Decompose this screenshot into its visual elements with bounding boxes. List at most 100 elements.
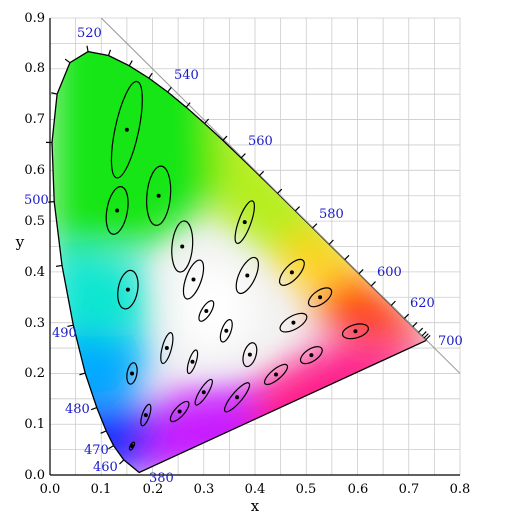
macadam-ellipse <box>182 259 205 300</box>
y-tick-label: 0.2 <box>24 366 45 381</box>
macadam-ellipse <box>242 342 258 368</box>
x-tick-label: 0.7 <box>399 482 420 497</box>
wavelength-label: 540 <box>174 68 199 83</box>
wavelength-tick <box>312 223 318 229</box>
y-tick-label: 0.5 <box>24 214 45 229</box>
ellipse-center-point <box>247 352 252 357</box>
ellipse-center-point <box>291 320 296 325</box>
ellipse-center-point <box>130 371 134 376</box>
ellipse-center-point <box>125 287 130 292</box>
y-tick-label: 0.6 <box>24 163 45 178</box>
wavelength-tick <box>425 334 431 341</box>
ellipse-center-point <box>177 409 182 414</box>
wavelength-label: 490 <box>52 326 77 341</box>
y-tick-label: 0.4 <box>24 265 45 280</box>
x-tick-label: 0.6 <box>348 482 369 497</box>
wavelength-tick <box>259 170 265 177</box>
wavelength-labels: 380 460 470 480 490 500 520 540 560 580 … <box>24 26 463 486</box>
macadam-ellipse <box>146 165 172 226</box>
macadam-ellipse <box>341 323 369 340</box>
wavelength-tick <box>358 268 364 275</box>
macadam-ellipse <box>105 186 129 235</box>
macadam-ellipse <box>263 363 289 386</box>
wavelength-tick <box>222 135 228 141</box>
macadam-ellipse <box>279 312 308 333</box>
macadam-ellipse <box>126 362 138 385</box>
ellipse-center-point <box>180 244 185 249</box>
axes <box>49 18 460 476</box>
macadam-ellipse <box>235 256 260 295</box>
y-tick-label: 0.7 <box>24 112 45 127</box>
wavelength-tick <box>294 206 301 212</box>
wavelength-tick <box>64 58 71 64</box>
x-tick-label: 0.2 <box>143 482 164 497</box>
wavelength-label: 470 <box>84 443 109 458</box>
macadam-ellipse <box>169 400 190 423</box>
wavelength-tick <box>390 300 396 306</box>
ellipse-center-point <box>201 390 206 395</box>
ellipse-center-point <box>156 193 161 198</box>
wavelength-tick <box>56 264 63 267</box>
ellipse-center-point <box>190 359 195 364</box>
wavelength-tick <box>79 372 86 376</box>
macadam-ellipse <box>117 269 139 310</box>
wavelength-label: 520 <box>77 26 102 41</box>
wavelength-tick <box>128 60 133 67</box>
wavelength-tick <box>423 333 429 339</box>
wavelength-label: 480 <box>65 402 90 417</box>
wavelength-tick <box>204 118 210 124</box>
x-axis-title: x <box>251 497 260 515</box>
wavelength-tick <box>370 281 376 287</box>
wavelength-label: 500 <box>24 193 49 208</box>
wavelength-tick <box>421 331 427 337</box>
ellipse-center-point <box>130 444 134 449</box>
wavelength-tick <box>344 254 350 261</box>
y-tick-label: 0.8 <box>24 61 45 76</box>
macadam-ellipse <box>171 220 194 273</box>
wavelength-label: 380 <box>149 471 174 486</box>
ellipse-center-point <box>242 220 247 225</box>
ellipse-center-point <box>164 346 169 351</box>
x-tick-label: 0.8 <box>450 482 471 497</box>
macadam-ellipse <box>223 382 251 413</box>
wavelength-label: 620 <box>410 296 435 311</box>
x-tick-label: 0.1 <box>91 482 112 497</box>
x-tick-label: 0.5 <box>296 482 317 497</box>
x-tick-label: 0.3 <box>194 482 215 497</box>
macadam-ellipse <box>278 258 305 286</box>
wavelength-tick <box>119 459 125 465</box>
ellipse-center-point <box>289 270 294 275</box>
macadam-ellipse <box>110 80 143 179</box>
wavelength-tick <box>167 86 172 93</box>
wavelength-tick <box>328 239 334 245</box>
x-tick-label: 0.4 <box>245 482 266 497</box>
ellipse-center-point <box>124 127 129 132</box>
wavelength-tick <box>148 72 153 79</box>
wavelength-tick <box>108 445 114 450</box>
wavelength-label: 600 <box>377 265 402 280</box>
wavelength-label: 460 <box>93 460 118 475</box>
wavelength-tick-marks <box>45 45 431 465</box>
wavelength-tick <box>185 102 191 108</box>
cyan-region <box>52 246 153 343</box>
x-tick-label: 0.0 <box>40 482 61 497</box>
ellipse-center-point <box>191 277 196 282</box>
macadam-ellipses <box>105 80 369 451</box>
white-region <box>176 262 252 353</box>
macadam-ellipse <box>234 200 255 245</box>
ellipse-center-point <box>204 308 209 313</box>
wavelength-tick <box>403 313 410 319</box>
ellipse-center-point <box>318 295 323 300</box>
ellipse-center-point <box>274 372 279 377</box>
y-tick-label: 0.9 <box>24 11 45 26</box>
ellipse-center-point <box>224 328 229 333</box>
wavelength-tick <box>51 92 58 95</box>
wavelength-tick <box>412 322 418 328</box>
wavelength-label: 580 <box>319 207 344 222</box>
macadam-ellipse <box>307 287 333 308</box>
macadam-ellipse <box>194 378 213 406</box>
ellipse-center-point <box>235 395 240 400</box>
macadam-ellipse <box>198 300 215 322</box>
y-tick-label: 0.1 <box>24 417 45 432</box>
macadam-ellipse <box>299 346 323 365</box>
